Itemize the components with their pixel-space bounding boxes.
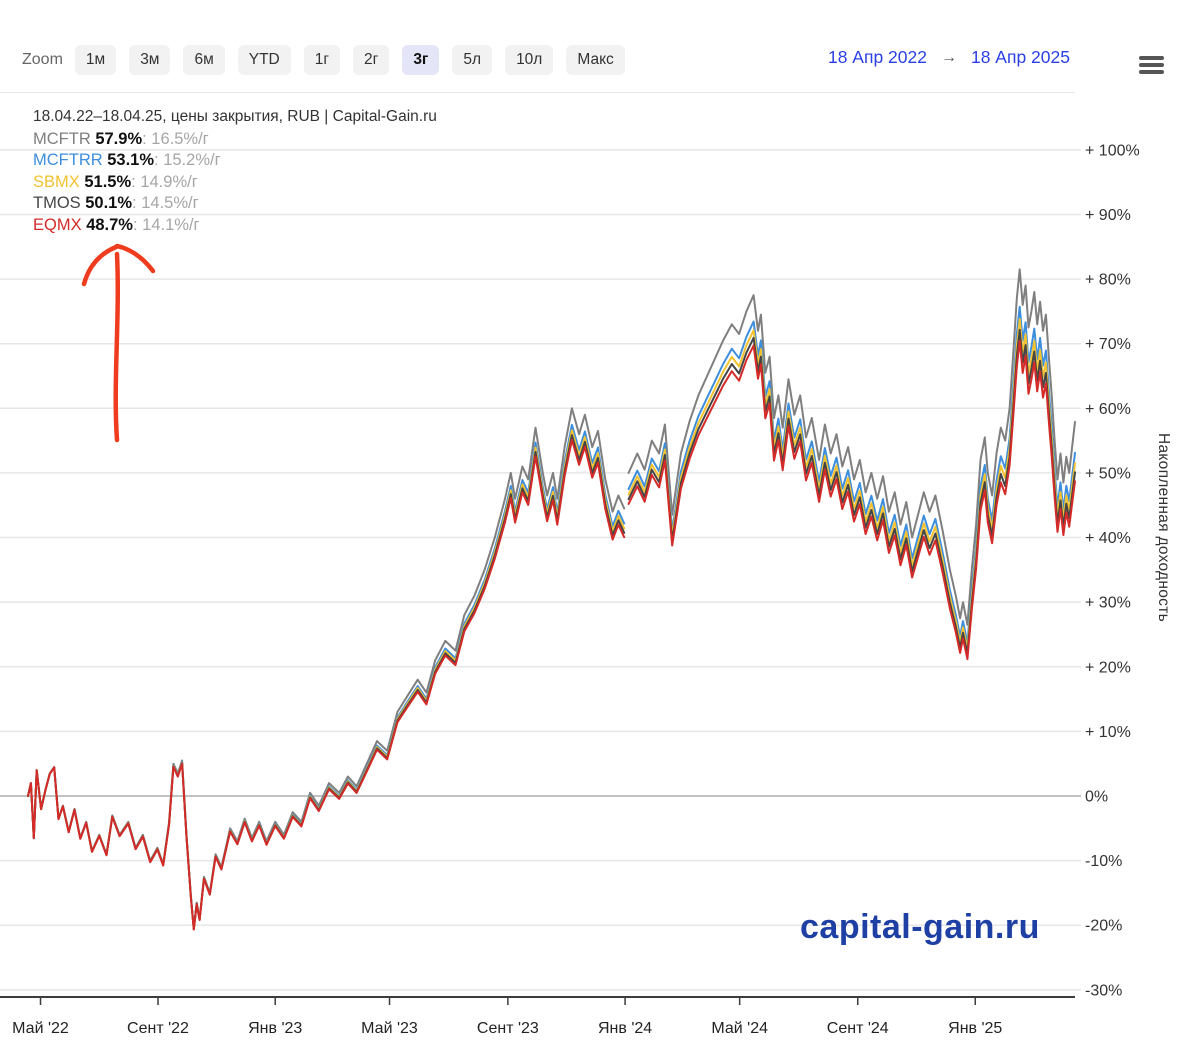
chart-plot-area[interactable]	[28, 110, 1075, 997]
zoom-button-10л[interactable]: 10л	[505, 45, 554, 75]
y-tick-label: + 30%	[1085, 595, 1131, 612]
range-arrow-icon: →	[940, 48, 957, 66]
zoom-button-2г[interactable]: 2г	[353, 45, 390, 75]
x-tick-label: Сент '24	[827, 1020, 889, 1037]
date-range: 18 Апр 2022 → 18 Апр 2025	[828, 47, 1070, 68]
zoom-button-6м[interactable]: 6м	[183, 45, 225, 75]
x-tick-label: Май '23	[361, 1020, 418, 1037]
y-tick-label: + 40%	[1085, 530, 1131, 547]
watermark-link[interactable]: capital-gain.ru	[800, 908, 1040, 946]
chart-title: 18.04.22–18.04.25, цены закрытия, RUB | …	[33, 106, 437, 128]
x-tick-label: Май '24	[711, 1020, 768, 1037]
series-line-EQMX	[27, 438, 626, 931]
y-tick-label: + 70%	[1085, 336, 1131, 353]
zoom-button-1г[interactable]: 1г	[303, 45, 341, 75]
y-tick-label: + 100%	[1085, 142, 1140, 159]
zoom-button-3м[interactable]: 3м	[129, 45, 171, 75]
arrow-annotation-shaft	[113, 251, 121, 443]
x-tick-label: Янв '23	[248, 1020, 302, 1037]
x-tick-label: Май '22	[12, 1020, 69, 1037]
range-selector-toolbar: Zoom 1м 3м 6м YTD 1г 2г 3г 5л 10л Макс	[22, 44, 638, 76]
y-tick-label: -10%	[1085, 853, 1122, 870]
legend-item-MCFTRR: MCFTRR 53.1%: 15.2%/г	[33, 150, 437, 172]
y-axis-title: Накопленная доходность	[1155, 433, 1172, 622]
y-tick-label: -20%	[1085, 918, 1122, 935]
series-lines-group	[27, 268, 1076, 931]
y-tick-label: + 20%	[1085, 659, 1131, 676]
arrow-annotation-head	[81, 243, 156, 287]
legend-item-EQMX: EQMX 48.7%: 14.1%/г	[33, 215, 437, 237]
y-tick-label: + 10%	[1085, 724, 1131, 741]
zoom-button-5л[interactable]: 5л	[452, 45, 493, 75]
range-from-input[interactable]: 18 Апр 2022	[827, 47, 927, 67]
gridlines-group	[0, 149, 1081, 991]
legend-item-MCFTR: MCFTR 57.9%: 16.5%/г	[33, 129, 437, 151]
zoom-buttons-group: 1м 3м 6м YTD 1г 2г 3г 5л 10л Макс	[74, 45, 638, 75]
y-tick-label: 0%	[1085, 789, 1108, 806]
y-tick-label: + 80%	[1085, 272, 1131, 289]
toolbar-divider	[0, 92, 1075, 93]
series-line-EQMX	[627, 339, 1076, 661]
x-tick-label: Янв '24	[598, 1020, 652, 1037]
y-tick-label: + 50%	[1085, 465, 1131, 482]
legend-item-TMOS: TMOS 50.1%: 14.5%/г	[33, 193, 437, 215]
chart-legend: 18.04.22–18.04.25, цены закрытия, RUB | …	[33, 106, 437, 236]
y-tick-label: + 90%	[1085, 207, 1131, 224]
zoom-button-1м[interactable]: 1м	[74, 45, 117, 75]
series-line-MCFTR	[627, 268, 1076, 626]
x-tick-label: Сент '23	[477, 1020, 539, 1037]
legend-item-SBMX: SBMX 51.5%: 14.9%/г	[33, 172, 437, 194]
zoom-button-YTD[interactable]: YTD	[237, 45, 291, 75]
range-to-input[interactable]: 18 Апр 2025	[970, 47, 1070, 67]
zoom-button-3г[interactable]: 3г	[402, 45, 440, 75]
x-tick-label: Янв '25	[948, 1020, 1002, 1037]
chart-menu-hamburger-icon[interactable]	[1139, 56, 1164, 77]
y-tick-label: + 60%	[1085, 401, 1131, 418]
axes-group: + 100% + 90% + 80% + 70% + 60% + 50% + 40% + 30…	[0, 142, 1140, 1037]
series-line-MCFTRR	[627, 305, 1076, 644]
y-tick-label: -30%	[1085, 982, 1122, 999]
series-line-TMOS	[627, 328, 1076, 655]
x-tick-label: Сент '22	[127, 1020, 189, 1037]
zoom-button-Макс[interactable]: Макс	[566, 45, 625, 75]
series-line-SBMX	[627, 318, 1076, 650]
zoom-label: Zoom	[22, 51, 63, 68]
